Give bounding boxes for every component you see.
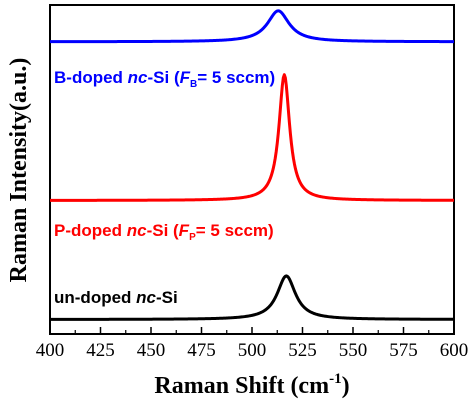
plot-frame — [49, 4, 455, 335]
x-tick-label: 575 — [389, 340, 418, 361]
x-tick-label: 475 — [187, 340, 216, 361]
x-tick-label: 525 — [288, 340, 317, 361]
series-line — [49, 73, 455, 202]
x-axis-title: Raman Shift (cm-1) — [154, 371, 349, 399]
y-axis-title: Raman Intensity(a.u.) — [6, 58, 32, 283]
series-label: un-doped nc-Si — [54, 288, 178, 307]
x-tick-label: 400 — [36, 340, 65, 361]
x-tick-label: 550 — [339, 340, 368, 361]
x-tick-label: 425 — [86, 340, 115, 361]
x-axis-ticks: 400 425 450 475 500 525 550 575 600 — [36, 327, 469, 361]
x-tick-label: 450 — [137, 340, 166, 361]
series-label: B-doped nc-Si (FB= 5 sccm) — [54, 68, 275, 90]
x-tick-label: 600 — [440, 340, 469, 361]
series-line — [49, 9, 455, 44]
series-labels: un-doped nc-Si P-doped nc-Si (FP= 5 sccm)… — [54, 68, 275, 307]
series-label: P-doped nc-Si (FP= 5 sccm) — [54, 221, 274, 243]
series-line — [49, 274, 455, 321]
series-group — [49, 9, 455, 321]
plot-area — [49, 4, 455, 335]
x-tick-label: 500 — [238, 340, 267, 361]
